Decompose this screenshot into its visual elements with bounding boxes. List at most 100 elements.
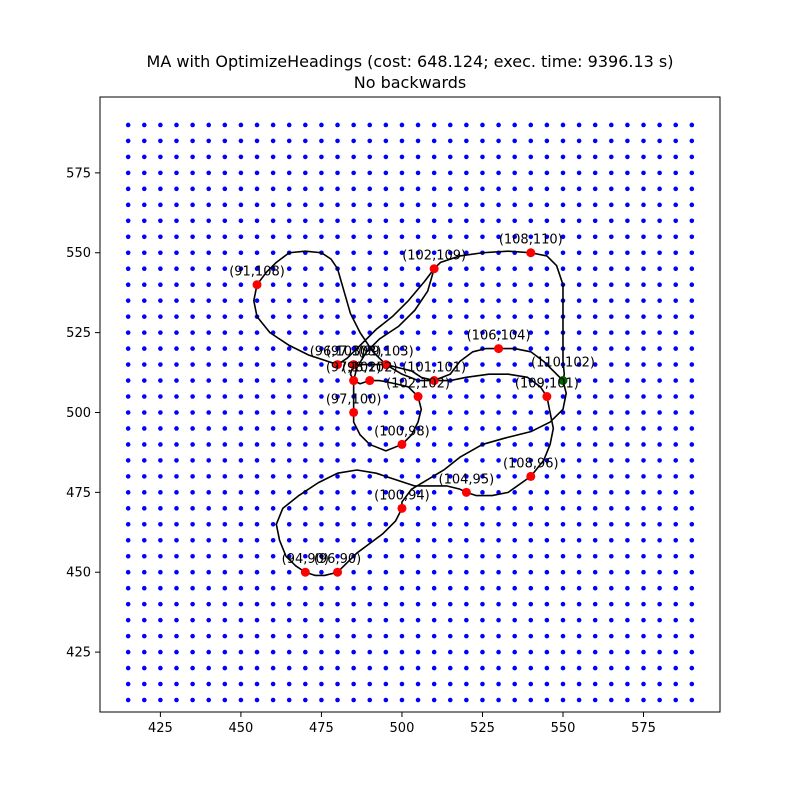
- grid-point: [609, 442, 614, 447]
- grid-point: [673, 282, 679, 287]
- grid-point: [431, 426, 437, 431]
- grid-point: [528, 330, 534, 335]
- grid-point: [496, 506, 501, 511]
- grid-point: [673, 378, 679, 383]
- grid-point: [335, 234, 340, 240]
- grid-point: [447, 266, 453, 272]
- grid-point: [270, 282, 276, 287]
- grid-point: [190, 585, 195, 591]
- grid-point: [625, 474, 630, 479]
- grid-point: [576, 378, 582, 383]
- grid-point: [125, 458, 131, 463]
- grid-point: [480, 394, 485, 399]
- grid-point: [158, 346, 163, 351]
- grid-point: [174, 506, 179, 511]
- grid-point: [609, 681, 614, 687]
- grid-point: [415, 266, 421, 272]
- grid-point: [158, 170, 163, 176]
- grid-point: [367, 282, 373, 287]
- grid-point: [625, 665, 630, 671]
- grid-point: [270, 138, 276, 144]
- grid-point: [657, 298, 662, 303]
- grid-point: [673, 490, 679, 495]
- grid-point: [335, 170, 340, 176]
- grid-point: [367, 314, 373, 319]
- grid-point: [125, 601, 131, 607]
- grid-point: [141, 537, 147, 543]
- grid-point: [303, 138, 308, 144]
- grid-point: [222, 314, 228, 319]
- grid-point: [447, 122, 453, 128]
- grid-point: [399, 458, 405, 463]
- grid-point: [286, 490, 292, 495]
- grid-point: [125, 394, 131, 399]
- grid-point: [141, 330, 147, 335]
- grid-point: [335, 458, 340, 463]
- grid-point: [609, 410, 614, 415]
- grid-point: [286, 330, 292, 335]
- grid-point: [496, 186, 501, 192]
- grid-point: [222, 362, 228, 367]
- grid-point: [399, 298, 405, 303]
- grid-point: [544, 154, 550, 160]
- grid-point: [415, 617, 421, 623]
- grid-point: [415, 170, 421, 176]
- grid-point: [512, 665, 517, 671]
- grid-point: [657, 234, 662, 240]
- grid-point: [560, 426, 566, 431]
- grid-point: [303, 154, 308, 160]
- grid-point: [689, 442, 695, 447]
- grid-point: [206, 218, 211, 224]
- grid-point: [609, 202, 614, 208]
- grid-point: [222, 122, 228, 128]
- grid-point: [206, 633, 211, 639]
- grid-point: [464, 410, 469, 415]
- grid-point: [512, 697, 517, 703]
- grid-point: [383, 601, 389, 607]
- target-point: [300, 567, 310, 577]
- grid-point: [464, 569, 469, 575]
- grid-point: [174, 378, 179, 383]
- grid-point: [238, 330, 244, 335]
- grid-point: [528, 490, 534, 495]
- grid-point: [158, 617, 163, 623]
- grid-point: [641, 665, 646, 671]
- grid-point: [496, 585, 501, 591]
- grid-point: [270, 553, 276, 559]
- grid-point: [592, 330, 598, 335]
- grid-point: [141, 170, 147, 176]
- grid-point: [286, 282, 292, 287]
- grid-point: [286, 298, 292, 303]
- target-label: (102,102): [386, 377, 450, 392]
- grid-point: [592, 569, 598, 575]
- grid-point: [319, 378, 324, 383]
- grid-point: [496, 378, 501, 383]
- target-point: [349, 407, 359, 417]
- grid-point: [544, 601, 550, 607]
- grid-point: [447, 681, 453, 687]
- grid-point: [141, 250, 147, 256]
- grid-point: [158, 298, 163, 303]
- grid-point: [270, 474, 276, 479]
- grid-point: [657, 314, 662, 319]
- grid-point: [625, 298, 630, 303]
- grid-point: [447, 186, 453, 192]
- grid-point: [560, 506, 566, 511]
- grid-point: [576, 186, 582, 192]
- grid-point: [141, 458, 147, 463]
- grid-point: [464, 442, 469, 447]
- grid-point: [383, 314, 389, 319]
- grid-point: [625, 633, 630, 639]
- grid-point: [206, 250, 211, 256]
- grid-point: [480, 202, 485, 208]
- grid-point: [592, 442, 598, 447]
- grid-point: [319, 154, 324, 160]
- start-point: [558, 376, 568, 386]
- grid-point: [383, 234, 389, 240]
- grid-point: [319, 601, 324, 607]
- grid-point: [609, 665, 614, 671]
- grid-point: [480, 569, 485, 575]
- grid-point: [480, 585, 485, 591]
- grid-point: [254, 617, 260, 623]
- grid-point: [399, 569, 405, 575]
